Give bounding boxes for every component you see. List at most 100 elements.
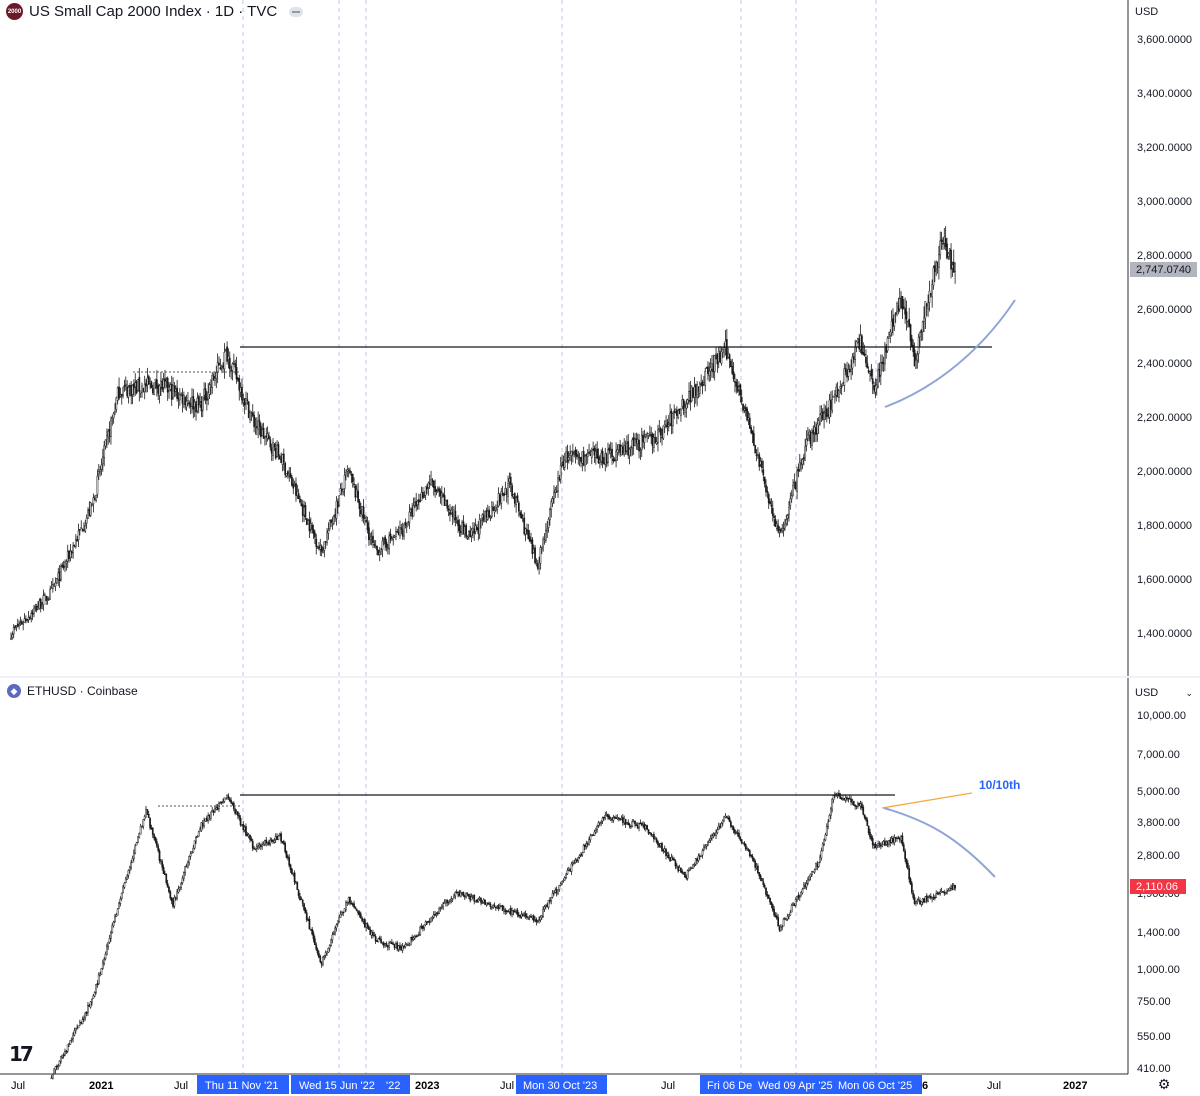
candle-body	[721, 348, 724, 353]
candle-body	[694, 858, 697, 865]
candle-body	[115, 914, 118, 917]
rut-currency-select[interactable]: USD	[1129, 1, 1199, 23]
candle-body	[831, 399, 834, 411]
candle-body	[615, 450, 617, 461]
candle-body	[642, 434, 644, 442]
candle-body	[817, 420, 820, 426]
candle-body	[782, 528, 785, 531]
candle-body	[594, 450, 597, 458]
eth-title[interactable]: ETHUSD · Coinbase	[27, 684, 138, 698]
candle-body	[928, 896, 931, 898]
candle-body	[715, 831, 717, 836]
candle-body	[203, 389, 205, 396]
candle-body	[954, 262, 956, 272]
candle-body	[400, 527, 403, 531]
date-badge-label: Mon 30 Oct '23	[523, 1080, 597, 1092]
candle-body	[834, 393, 836, 398]
candle-body	[858, 802, 861, 806]
tradingview-logo[interactable]: 17	[9, 1042, 34, 1066]
candle-body	[123, 385, 126, 387]
candle-body	[879, 362, 882, 376]
candle-body	[592, 448, 594, 451]
candle-body	[69, 1040, 72, 1045]
candle-body	[431, 916, 434, 919]
candle-body	[150, 381, 153, 388]
candle-body	[116, 387, 119, 401]
collapse-legend-button[interactable]	[289, 6, 304, 17]
candle-body	[45, 595, 47, 602]
candle-body	[378, 937, 381, 940]
candle-body	[178, 394, 181, 401]
candle-body	[470, 529, 473, 536]
candle-body	[386, 547, 389, 550]
eth-moving-average-curve[interactable]	[883, 807, 996, 878]
price-tick-label: 750.00	[1137, 996, 1171, 1008]
candle-body	[597, 822, 600, 826]
rut-moving-average-curve[interactable]	[884, 299, 1016, 408]
candle-body	[704, 371, 707, 386]
candle-body	[300, 898, 303, 901]
price-tick-label: 550.00	[1137, 1031, 1171, 1043]
candle-body	[49, 588, 52, 600]
candle-body	[807, 434, 809, 439]
candle-body	[808, 876, 811, 881]
candle-body	[788, 507, 790, 516]
candle-body	[442, 494, 445, 497]
candle-body	[337, 501, 339, 508]
eth-orange-trendline[interactable]	[881, 792, 973, 809]
candle-body	[419, 500, 422, 503]
candle-body	[451, 898, 454, 900]
candle-body	[913, 897, 916, 905]
eth-currency-select[interactable]: USD ⌄	[1129, 682, 1199, 704]
candle-body	[532, 549, 535, 553]
candle-body	[276, 836, 278, 840]
time-axis[interactable]: Jul 2021 Jul 2023 Jul Jul 6 Jul 2027 Thu…	[11, 1075, 1087, 1094]
candle-body	[933, 897, 936, 899]
candle-body	[935, 893, 938, 898]
candle-body	[12, 627, 15, 635]
candle-body	[61, 1054, 64, 1058]
candle-body	[176, 387, 178, 399]
candle-body	[545, 530, 547, 541]
candle-body	[843, 368, 846, 386]
candle-body	[204, 818, 207, 822]
candle-body	[611, 818, 613, 821]
candle-body	[739, 384, 742, 396]
candle-body	[108, 938, 111, 943]
candle-body	[793, 903, 796, 906]
candle-body	[708, 840, 711, 843]
candle-body	[505, 489, 508, 495]
candle-body	[81, 1019, 84, 1025]
candle-body	[228, 357, 231, 370]
eth-pane-header[interactable]: ◆ ETHUSD · Coinbase	[7, 684, 138, 698]
candle-body	[874, 844, 877, 849]
candle-body	[940, 891, 943, 893]
candle-body	[278, 455, 281, 460]
candle-body	[388, 942, 390, 948]
candle-body	[341, 912, 343, 915]
candle-body	[682, 872, 685, 874]
candle-body	[509, 476, 512, 485]
candle-body	[181, 877, 184, 884]
candle-body	[60, 566, 62, 581]
candle-body	[478, 518, 481, 535]
candle-body	[265, 839, 268, 844]
candle-body	[690, 386, 693, 402]
candle-body	[328, 945, 331, 949]
candle-body	[501, 905, 504, 911]
candle-body	[496, 905, 499, 908]
candle-body	[727, 352, 730, 358]
candle-body	[531, 539, 534, 555]
rut-pane-header[interactable]: 2000 US Small Cap 2000 Index · 1D · TVC	[6, 3, 304, 20]
candle-body	[350, 902, 353, 905]
candle-body	[677, 866, 680, 872]
candle-body	[269, 439, 272, 448]
candle-body	[142, 387, 145, 392]
candle-body	[150, 827, 153, 830]
candle-body	[915, 360, 917, 369]
gear-icon[interactable]: ⚙	[1157, 1075, 1171, 1092]
candle-body	[735, 381, 738, 387]
rut-title[interactable]: US Small Cap 2000 Index · 1D · TVC	[29, 3, 278, 20]
candle-body	[874, 386, 877, 393]
